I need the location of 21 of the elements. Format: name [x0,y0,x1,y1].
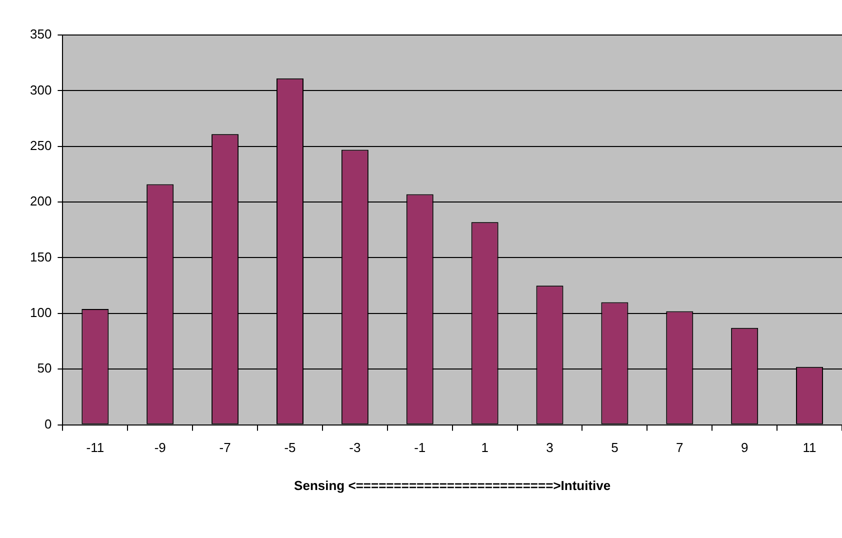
x-tick-label: -9 [154,440,166,456]
x-axis-title: Sensing <==========================>Intuitive [294,478,611,493]
y-tick-label: 150 [30,249,52,264]
x-tick-label: 1 [481,440,488,456]
y-tick-label: 50 [37,360,52,376]
x-tick-label: -11 [86,440,104,456]
x-tick-label: 5 [611,440,618,456]
x-tick-label: 7 [676,440,684,456]
y-tick-label: 100 [30,305,52,320]
x-tick-label: -7 [219,440,231,456]
x-tick-label: 11 [802,440,816,456]
y-tick-label: 0 [44,416,52,432]
x-tick-label: -1 [414,440,426,456]
x-tick-label: 3 [546,440,554,456]
y-tick-label: 250 [30,138,52,153]
x-tick-label: 9 [740,440,748,456]
y-tick-label: 200 [30,194,52,209]
x-tick-label: -3 [349,440,361,456]
x-tick-label: -5 [284,440,296,456]
y-tick-label: 300 [30,82,52,98]
y-tick-label: 350 [30,26,52,42]
